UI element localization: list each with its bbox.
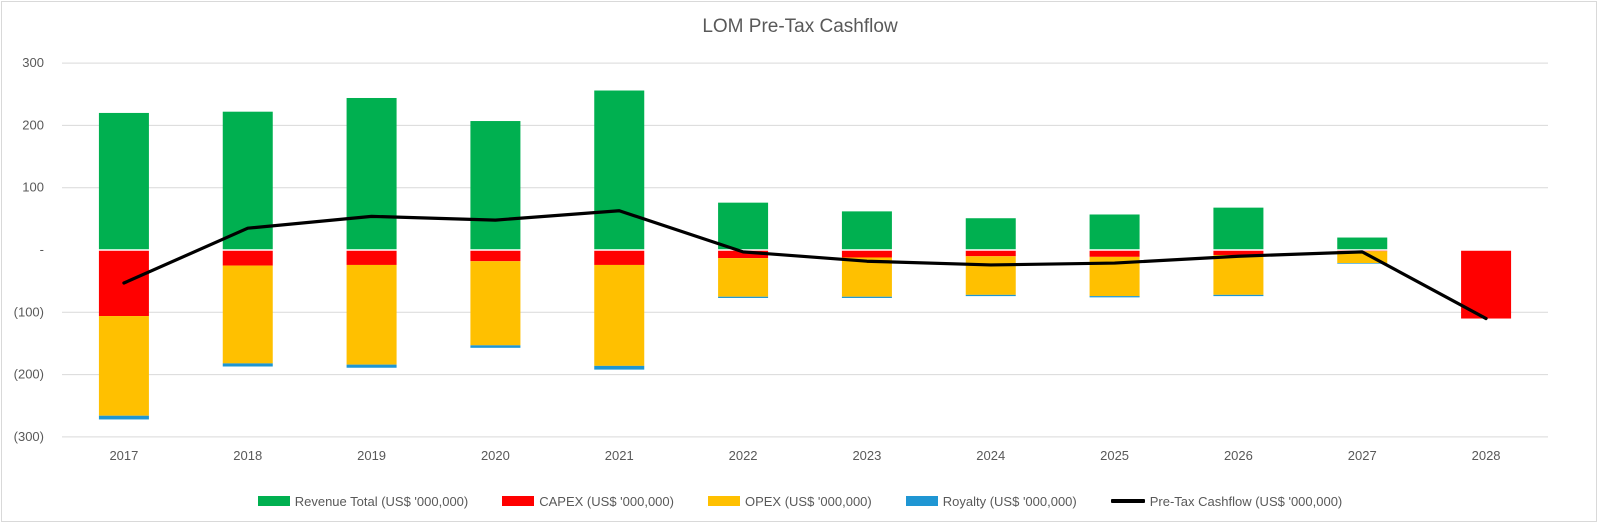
y-tick-label: 100 [22, 180, 44, 195]
bar-segment [841, 257, 892, 297]
bar-segment [346, 364, 397, 368]
legend-swatch [257, 496, 290, 506]
chart-legend: Revenue Total (US$ '000,000) CAPEX (US$ '… [0, 490, 1600, 512]
x-tick-label: 2021 [605, 448, 634, 463]
legend-label: Revenue Total (US$ '000,000) [294, 493, 469, 509]
y-tick-label: (100) [14, 304, 44, 319]
x-tick-label: 2022 [729, 448, 758, 463]
bar-segment [841, 211, 892, 250]
legend-label: OPEX (US$ '000,000) [744, 493, 872, 509]
line-series [122, 209, 1488, 321]
legend-swatch [905, 496, 938, 506]
legend-label: CAPEX (US$ '000,000) [539, 493, 674, 509]
bar-segment [346, 97, 397, 250]
bar-segment [1337, 263, 1388, 264]
legend-label: Royalty (US$ '000,000) [942, 493, 1077, 509]
y-tick-label: 200 [22, 117, 44, 132]
legend-item: Revenue Total (US$ '000,000) [257, 493, 469, 509]
bar-segment [594, 90, 645, 251]
legend-item: Royalty (US$ '000,000) [905, 493, 1077, 509]
bar-segment [594, 250, 645, 265]
bar-segment [965, 250, 1016, 257]
bar-segment [470, 250, 521, 262]
y-tick-label: 300 [22, 55, 44, 70]
x-tick-label: 2017 [109, 448, 138, 463]
chart-title: LOM Pre-Tax Cashflow [702, 16, 898, 37]
bar-segment [965, 218, 1016, 250]
bar-segment [222, 363, 273, 367]
bar-segment [594, 264, 645, 366]
legend-item: OPEX (US$ '000,000) [707, 493, 872, 509]
bar-segment [1213, 294, 1264, 297]
bar-segment [346, 250, 397, 265]
bar-segment [718, 258, 769, 297]
bar-segment [346, 264, 397, 365]
y-axis-tick-labels: 300 200 100 - (100) (200) (300) [14, 55, 44, 444]
legend-swatch [1110, 499, 1145, 503]
x-tick-label: 2020 [481, 448, 510, 463]
bar-segment [470, 345, 521, 348]
legend-label: Pre-Tax Cashflow (US$ '000,000) [1149, 493, 1343, 509]
bar-segment [1213, 207, 1264, 250]
bar-segment [718, 296, 769, 298]
bar-segment [841, 250, 892, 258]
bar-segment [1461, 250, 1512, 319]
bar-segment [470, 261, 521, 346]
bar-segment [965, 294, 1016, 297]
bar-segment [1337, 251, 1388, 264]
bar-segment [1337, 237, 1388, 250]
bar-segment [1089, 296, 1140, 298]
bar-segment [594, 365, 645, 370]
x-tick-label: 2018 [233, 448, 262, 463]
x-tick-label: 2023 [852, 448, 881, 463]
bar-segment [1213, 254, 1264, 295]
y-tick-label: (200) [14, 367, 44, 382]
bar-segment [1089, 250, 1140, 257]
pre-tax-cashflow-line [122, 209, 1488, 321]
bar-segment [98, 316, 149, 416]
bar-segment [841, 296, 892, 298]
bar-segment [1213, 250, 1264, 255]
bar-segment [1089, 214, 1140, 250]
x-tick-label: 2026 [1224, 448, 1253, 463]
x-axis-tick-labels: 2017 2018 2019 2020 2021 2022 2023 2024 2025 2026… [109, 448, 1500, 463]
bar-segment [98, 415, 149, 420]
x-tick-label: 2019 [357, 448, 386, 463]
bar-segment [98, 112, 149, 250]
bar-series [62, 90, 1548, 420]
legend-item: CAPEX (US$ '000,000) [502, 494, 674, 509]
legend-swatch [707, 496, 740, 506]
legend-item: Pre-Tax Cashflow (US$ '000,000) [1110, 493, 1343, 509]
bar-segment [965, 256, 1016, 295]
x-tick-label: 2024 [976, 448, 1005, 463]
bar-segment [718, 202, 769, 250]
bar-segment [470, 121, 521, 250]
x-tick-label: 2028 [1472, 448, 1501, 463]
bar-segment [222, 265, 273, 364]
x-tick-label: 2027 [1348, 448, 1377, 463]
legend-swatch [502, 496, 535, 506]
y-tick-label: (300) [14, 429, 44, 444]
x-tick-label: 2025 [1100, 448, 1129, 463]
bar-segment [718, 250, 769, 259]
y-tick-label: - [40, 242, 44, 257]
bar-segment [222, 250, 273, 266]
